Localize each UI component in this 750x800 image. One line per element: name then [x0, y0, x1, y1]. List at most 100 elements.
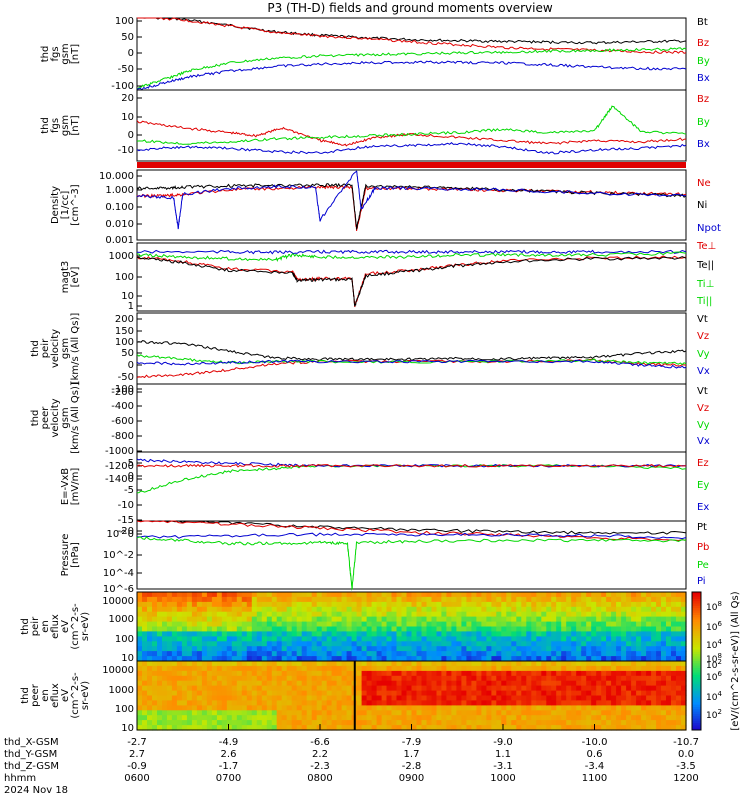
spectrogram-cell [426, 596, 433, 603]
spectrogram-cell [396, 626, 403, 632]
spectrogram-cell [651, 690, 657, 697]
spectrogram-cell [526, 606, 532, 613]
spectrogram-cell [536, 665, 542, 672]
spectrogram-cell [471, 665, 477, 672]
spectrogram-cell [361, 596, 368, 603]
spectrogram-cell [546, 631, 552, 637]
spectrogram-cell [431, 656, 438, 662]
spectrogram-cell [341, 616, 348, 623]
spectrogram-cell [636, 606, 642, 613]
spectrogram-cell [581, 611, 587, 618]
spectrogram-cell [346, 601, 353, 608]
spectrogram-cell [406, 641, 413, 647]
spectrogram-cell [511, 700, 517, 706]
spectrogram-cell [216, 720, 223, 726]
spectrogram-cell [546, 656, 552, 662]
spectrogram-cell [271, 596, 278, 603]
spectrogram-cell [157, 705, 163, 711]
spectrogram-cell [361, 725, 368, 731]
spectrogram-cell [286, 715, 293, 721]
x-tick-value: 0.0 [678, 749, 694, 760]
spectrogram-cell [306, 651, 313, 657]
spectrogram-cell [251, 670, 258, 677]
spectrogram-cell [446, 705, 452, 711]
spectrogram-cell [531, 670, 537, 677]
spectrogram-cell [147, 601, 153, 608]
spectrogram-cell [556, 670, 562, 677]
spectrogram-cell [166, 665, 173, 672]
spectrogram-cell [286, 690, 293, 697]
spectrogram-cell [641, 675, 647, 682]
spectrogram-cell [601, 592, 607, 598]
spectrogram-cell [541, 641, 547, 647]
spectrogram-cell [416, 592, 423, 598]
spectrogram-cell [481, 606, 487, 613]
spectrogram-cell [401, 661, 408, 667]
spectrogram-cell [551, 665, 557, 672]
spectrogram-cell [551, 616, 557, 623]
spectrogram-cell [316, 606, 323, 613]
spectrogram-cell [596, 700, 602, 706]
spectrogram-cell [236, 626, 243, 632]
spectrogram-cell [166, 596, 173, 603]
spectrogram-cell [331, 646, 338, 652]
spectrogram-cell [271, 700, 278, 706]
spectrogram-cell [236, 646, 243, 652]
spectrogram-cell [561, 646, 567, 652]
spectrogram-cell [681, 725, 687, 731]
spectrogram-cell [211, 611, 218, 618]
spectrogram-cell [406, 601, 413, 608]
colorbar-segment [692, 672, 701, 676]
colorbar-segment [692, 663, 701, 667]
spectrogram-cell [556, 661, 562, 667]
spectrogram-cell [586, 685, 592, 692]
spectrogram-cell [321, 700, 328, 706]
spectrogram-cell [656, 621, 662, 628]
spectrogram-cell [311, 631, 318, 637]
spectrogram-cell [491, 661, 497, 667]
spectrogram-cell [611, 606, 617, 613]
spectrogram-cell [401, 680, 408, 687]
spectrogram-cell [281, 626, 288, 632]
spectrogram-cell [346, 720, 353, 726]
spectrogram-cell [526, 596, 532, 603]
spectrogram-cell [211, 680, 218, 687]
spectrogram-cell [157, 670, 163, 677]
spectrogram-cell [641, 646, 647, 652]
spectrogram-cell [661, 636, 667, 642]
spectrogram-cell [186, 606, 193, 613]
spectrogram-cell [306, 675, 313, 682]
spectrogram-cell [296, 656, 303, 662]
spectrogram-cell [501, 646, 507, 652]
spectrogram-cell [491, 646, 497, 652]
spectrogram-cell [521, 646, 527, 652]
spectrogram-cell [611, 720, 617, 726]
y-tick-label: 0 [128, 471, 134, 482]
spectrogram-cell [611, 592, 617, 598]
spectrogram-cell [506, 695, 512, 701]
spectrogram-cell [486, 606, 492, 613]
spectrogram-cell [371, 631, 378, 637]
spectrogram-cell [411, 596, 418, 603]
spectrogram-cell [386, 665, 393, 672]
legend-vy: Vy [697, 420, 710, 431]
spectrogram-cell [152, 616, 158, 623]
spectrogram-cell [421, 621, 428, 628]
spectrogram-cell [456, 636, 462, 642]
spectrogram-cell [171, 720, 178, 726]
spectrogram-cell [531, 636, 537, 642]
spectrogram-cell [636, 651, 642, 657]
spectrogram-cell [666, 646, 672, 652]
spectrogram-cell [511, 606, 517, 613]
spectrogram-cell [176, 616, 183, 623]
spectrogram-cell [486, 626, 492, 632]
spectrogram-cell [451, 725, 457, 731]
spectrogram-cell [216, 661, 223, 667]
spectrogram-cell [226, 675, 233, 682]
spectrogram-cell [466, 592, 472, 598]
spectrogram-cell [326, 656, 333, 662]
spectrogram-cell [341, 646, 348, 652]
spectrogram-cell [506, 651, 512, 657]
spectrogram-cell [157, 700, 163, 706]
spectrogram-cell [137, 725, 143, 731]
